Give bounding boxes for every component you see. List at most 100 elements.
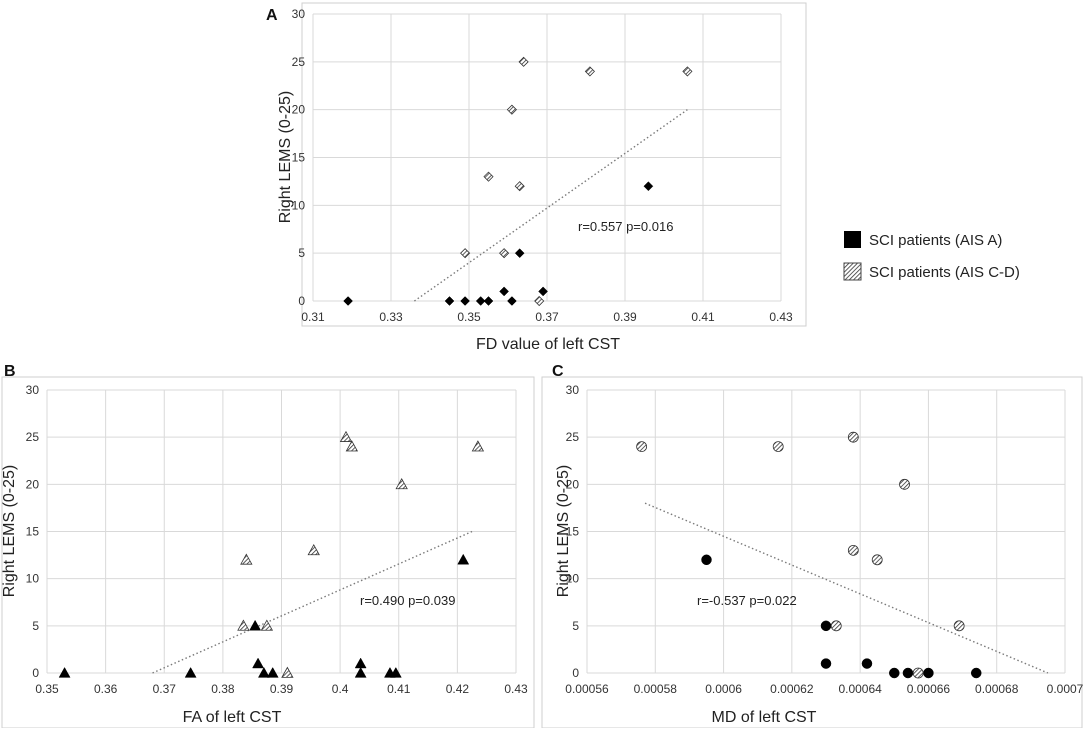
x-tick-label: 0.0006 (705, 682, 742, 696)
point-ais-cd (471, 440, 485, 452)
y-tick-label: 30 (26, 383, 40, 397)
legend-label-ais-a: SCI patients (AIS A) (869, 232, 1002, 249)
legend-swatch-ais-a (844, 231, 861, 248)
chart-panel-b: 0 5 10 15 20 25 30 0.35 0.36 0.37 0.38 0.39 0.4 0.41 0… (1, 363, 535, 729)
x-tick-label: 0.33 (379, 310, 403, 324)
point-ais-a (970, 667, 982, 679)
legend: SCI patients (AIS A) SCI patients (AIS C… (843, 231, 1020, 281)
point-ais-cd (260, 619, 274, 631)
point-ais-a (820, 620, 832, 632)
point-ais-cd (584, 66, 595, 77)
x-tick-label: 0.39 (270, 682, 294, 696)
x-tick-label: 0.35 (457, 310, 481, 324)
y-tick-label: 20 (292, 103, 306, 117)
point-ais-a (483, 296, 494, 306)
point-ais-cd (483, 171, 494, 182)
y-tick-label: 25 (292, 55, 306, 69)
x-axis-label: FA of left CST (183, 709, 282, 726)
y-tick-label: 5 (32, 619, 39, 633)
y-tick-label: 20 (26, 477, 40, 491)
legend-label-ais-cd: SCI patients (AIS C-D) (869, 264, 1020, 281)
correlation-annotation: r=0.557 p=0.016 (578, 219, 673, 234)
point-ais-cd (636, 441, 648, 453)
y-tick-label: 0 (298, 294, 305, 308)
point-ais-cd (518, 56, 529, 67)
legend-swatch-ais-cd (843, 262, 862, 281)
x-tick-label: 0.37 (535, 310, 559, 324)
point-ais-a (252, 657, 264, 669)
trendline (644, 502, 1049, 674)
panel-a-frame (301, 2, 807, 327)
point-ais-cd (871, 554, 883, 566)
point-ais-a (902, 667, 914, 679)
y-tick-label: 0 (572, 666, 579, 680)
point-ais-a (475, 296, 486, 306)
point-ais-cd (506, 104, 517, 115)
x-tick-label: 0.00066 (907, 682, 951, 696)
panel-letter: A (266, 7, 278, 24)
point-ais-a (701, 554, 712, 566)
panel-b-frame (1, 376, 535, 729)
x-axis-label: MD of left CST (712, 709, 817, 726)
x-tick-label: 0.38 (211, 682, 235, 696)
y-tick-label: 20 (566, 477, 580, 491)
x-axis-label: FD value of left CST (476, 336, 620, 353)
point-ais-a (861, 658, 873, 669)
point-ais-a (343, 296, 353, 306)
point-ais-cd (281, 666, 294, 678)
point-ais-cd (847, 431, 859, 443)
point-ais-cd (345, 440, 359, 452)
y-tick-label: 15 (566, 525, 580, 539)
point-ais-cd (460, 248, 471, 259)
point-ais-a (499, 286, 509, 297)
point-ais-a (257, 666, 270, 678)
y-tick-label: 10 (26, 572, 40, 586)
point-ais-cd (237, 619, 250, 631)
y-tick-label: 30 (566, 383, 580, 397)
point-ais-cd (830, 620, 842, 632)
point-ais-cd (307, 544, 320, 556)
point-ais-cd (514, 181, 525, 192)
y-tick-label: 10 (292, 198, 306, 212)
point-ais-cd (499, 248, 510, 259)
y-axis-label: Right LEMS (0-25) (277, 91, 294, 224)
point-ais-cd (240, 553, 253, 565)
panel-letter: B (4, 363, 16, 380)
x-tick-label: 0.43 (504, 682, 528, 696)
y-tick-label: 25 (566, 430, 580, 444)
correlation-annotation: r=0.490 p=0.039 (360, 593, 455, 608)
point-ais-a (184, 666, 197, 678)
chart-panel-a: 0 5 10 15 20 25 30 0.31 0.33 0.35 0.37 0.39 0.41 0.43… (266, 2, 807, 353)
y-axis-label: Right LEMS (0-25) (555, 465, 572, 598)
x-tick-label: 0.35 (35, 682, 59, 696)
point-ais-cd (847, 544, 859, 556)
point-ais-a (889, 667, 900, 679)
x-tick-label: 0.0007 (1047, 682, 1084, 696)
x-tick-label: 0.37 (153, 682, 177, 696)
point-ais-a (266, 666, 279, 678)
x-tick-label: 0.42 (446, 682, 470, 696)
point-ais-cd (899, 478, 910, 490)
y-tick-label: 5 (572, 619, 579, 633)
x-tick-label: 0.36 (94, 682, 118, 696)
point-ais-a (354, 666, 367, 678)
x-tick-label: 0.4 (332, 682, 349, 696)
x-tick-label: 0.00064 (838, 682, 882, 696)
correlation-annotation: r=-0.537 p=0.022 (697, 593, 797, 608)
x-tick-label: 0.41 (691, 310, 715, 324)
x-tick-label: 0.39 (613, 310, 637, 324)
panel-letter: C (552, 363, 564, 380)
y-tick-label: 10 (566, 572, 580, 586)
y-tick-label: 15 (292, 151, 306, 165)
x-tick-label: 0.00062 (770, 682, 814, 696)
y-tick-label: 25 (26, 430, 40, 444)
point-ais-a (514, 248, 525, 259)
point-ais-a (444, 296, 455, 306)
y-tick-label: 15 (26, 525, 40, 539)
y-axis-label: Right LEMS (0-25) (1, 465, 18, 598)
x-tick-label: 0.00056 (565, 682, 609, 696)
x-tick-label: 0.00068 (975, 682, 1019, 696)
point-ais-cd (395, 478, 408, 490)
point-ais-cd (772, 441, 784, 453)
